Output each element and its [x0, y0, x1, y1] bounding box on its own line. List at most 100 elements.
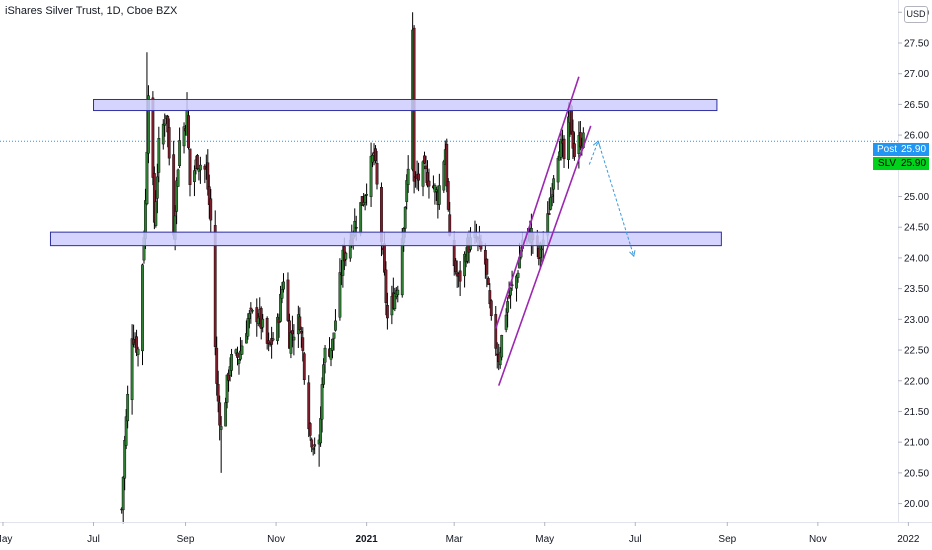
price-tick-label: 24.50	[904, 223, 929, 234]
candle-body	[567, 116, 570, 160]
candle-body	[374, 148, 377, 161]
candle	[302, 351, 306, 385]
candle	[203, 164, 207, 184]
candle	[215, 336, 219, 396]
candle-body	[167, 127, 171, 159]
support-zone[interactable]	[49, 231, 722, 247]
price-tick-label: 20.00	[904, 499, 929, 510]
candle-body	[423, 155, 426, 164]
candle	[562, 135, 566, 168]
candle	[123, 435, 127, 491]
candle-body	[509, 288, 512, 296]
annotations-layer[interactable]	[49, 76, 722, 386]
candle-body	[550, 194, 554, 197]
candle	[301, 327, 305, 362]
candle	[483, 243, 487, 279]
channel-lower-line[interactable]	[497, 125, 592, 386]
resistance-zone[interactable]	[93, 98, 718, 112]
candle-body	[540, 248, 544, 251]
currency-button[interactable]: USD	[904, 6, 928, 23]
candle-body	[178, 140, 181, 167]
candle	[486, 276, 490, 285]
candle	[552, 175, 556, 204]
candle-body	[249, 307, 253, 310]
candle	[509, 287, 512, 309]
candle-body	[494, 314, 498, 349]
candle	[249, 302, 253, 324]
candle	[454, 258, 458, 275]
candle	[445, 138, 449, 193]
candle-body	[334, 320, 337, 331]
post-price-tag: Post 25.90	[873, 143, 929, 156]
candle-body	[246, 318, 250, 337]
time-tick-label: May	[535, 534, 554, 545]
candle	[167, 118, 171, 166]
candle-body	[437, 185, 441, 205]
candle-body	[424, 165, 428, 170]
candle	[386, 292, 389, 330]
candle-body	[124, 416, 128, 446]
ticker-tag-label: SLV	[877, 158, 897, 169]
candle-body	[196, 155, 199, 169]
candle	[338, 258, 342, 321]
candle-body	[216, 384, 220, 402]
candle	[421, 160, 425, 197]
candle-body	[291, 330, 294, 335]
candle-body	[500, 334, 504, 358]
candle-body	[454, 260, 458, 272]
candle-body	[562, 138, 566, 160]
candle-body	[256, 317, 260, 324]
candle	[236, 346, 239, 366]
candle-body	[359, 202, 363, 234]
time-tick-label: May	[0, 534, 12, 545]
candle	[219, 416, 223, 473]
candle-body	[218, 402, 222, 426]
time-tick-label: 2021	[355, 534, 378, 545]
candle	[136, 346, 140, 367]
candle	[494, 305, 498, 356]
candle	[489, 299, 493, 321]
projection-arrowhead	[629, 250, 636, 258]
candle-body	[421, 161, 425, 187]
candle-body	[549, 197, 553, 210]
candle-body	[299, 331, 303, 334]
candle	[298, 307, 302, 331]
price-tick-label: 22.00	[904, 376, 929, 387]
price-tick-label: 20.50	[904, 468, 929, 479]
candle-body	[154, 201, 158, 226]
ticker-price-tag: SLV 25.90	[873, 157, 929, 170]
candle-body	[121, 476, 125, 511]
candle-body	[215, 347, 219, 384]
candle	[506, 297, 510, 328]
candle	[308, 422, 312, 441]
candle-body	[369, 155, 373, 197]
price-tick-label: 27.00	[904, 69, 929, 80]
candle-body	[458, 270, 462, 282]
candle-body	[384, 269, 388, 303]
time-tick-label: Mar	[446, 534, 464, 545]
candle-body	[301, 337, 305, 351]
post-tag-value: 25.90	[901, 144, 927, 155]
candle	[292, 324, 296, 356]
projection-path[interactable]	[588, 139, 635, 257]
candle	[556, 155, 560, 190]
candle	[250, 308, 254, 314]
candle	[157, 126, 161, 183]
candle	[255, 298, 259, 337]
candle	[135, 329, 138, 357]
candle	[417, 162, 420, 192]
candle	[196, 153, 199, 170]
candle	[307, 375, 311, 438]
candle-body	[489, 300, 493, 317]
candle	[374, 145, 377, 164]
candle	[446, 178, 450, 212]
candle-body	[209, 198, 213, 221]
candle-body	[363, 195, 367, 203]
candle-body	[176, 169, 180, 187]
candle	[516, 270, 520, 283]
candle-body	[126, 394, 130, 422]
candle-body	[206, 162, 210, 190]
channel-upper-line[interactable]	[494, 76, 580, 329]
